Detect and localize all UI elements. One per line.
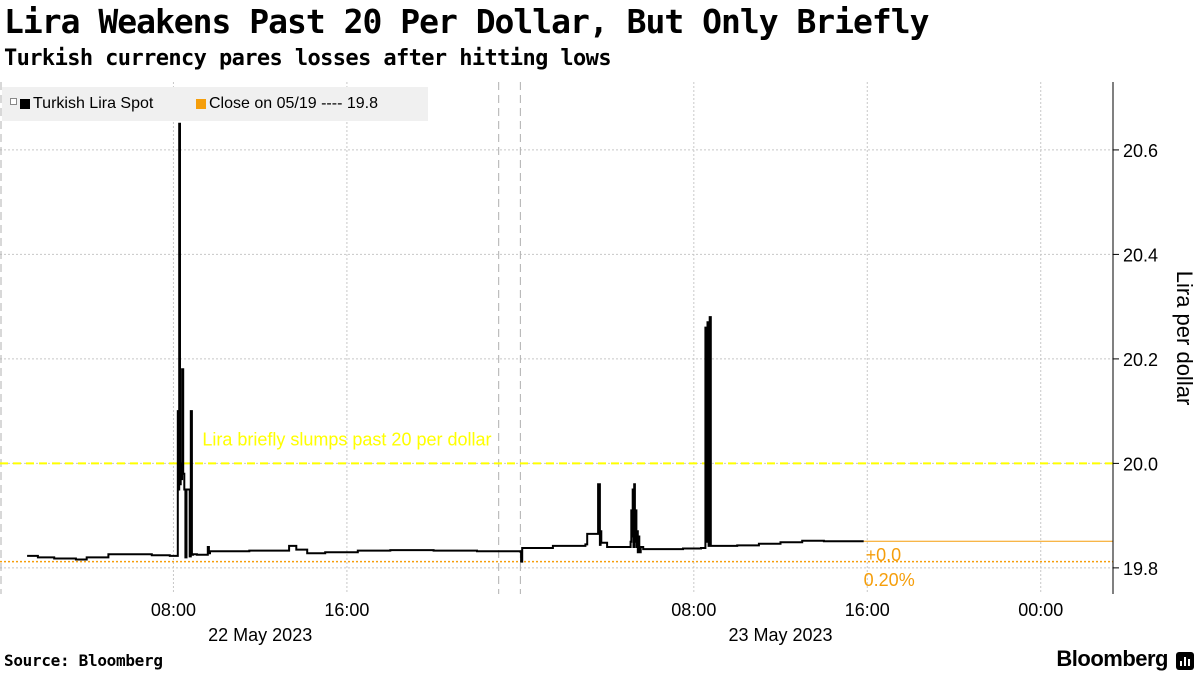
x-date-label: 23 May 2023: [729, 625, 833, 645]
legend-series-label: Turkish Lira Spot: [33, 95, 154, 112]
series-line-turkish-lira-spot: [27, 122, 864, 563]
series-layer: [27, 122, 864, 563]
x-tick-label: 16:00: [324, 600, 369, 620]
legend-close-label: Close on 05/19 ---- 19.8: [209, 95, 378, 112]
legend-swatch-series: [20, 99, 30, 109]
x-tick-label: 08:00: [671, 600, 716, 620]
brand-logo-text: Bloomberg: [1056, 646, 1168, 671]
annotation-slump: Lira briefly slumps past 20 per dollar: [202, 430, 491, 450]
y-tick-label: 19.8: [1123, 559, 1158, 579]
y-axis-title: Lira per dollar: [1172, 271, 1197, 406]
chart-title: Lira Weakens Past 20 Per Dollar, But Onl…: [4, 2, 930, 41]
gridlines: [0, 82, 1113, 594]
chart-subtitle: Turkish currency pares losses after hitt…: [4, 46, 612, 71]
legend-item-close[interactable]: Close on 05/19 ---- 19.8: [196, 95, 378, 113]
source-note: Source: Bloomberg: [4, 651, 163, 670]
change-label: +0.0: [866, 545, 902, 565]
pct-change-label: 0.20%: [864, 570, 915, 590]
y-tick-label: 20.0: [1123, 454, 1158, 474]
chart-labels: +0.0 0.20% Lira briefly slumps past 20 per…: [202, 430, 914, 591]
y-tick-label: 20.4: [1123, 245, 1158, 265]
legend-handle-icon[interactable]: [10, 98, 17, 105]
x-tick-label: 16:00: [845, 600, 890, 620]
legend-swatch-close: [196, 99, 206, 109]
reference-lines: [0, 462, 1113, 563]
bloomberg-chart-icon: [1176, 652, 1194, 670]
x-date-label: 22 May 2023: [208, 625, 312, 645]
x-tick-label: 08:00: [151, 600, 196, 620]
x-tick-label: 00:00: [1018, 600, 1063, 620]
legend[interactable]: Turkish Lira Spot Close on 05/19 ---- 19…: [2, 87, 428, 121]
y-tick-label: 20.6: [1123, 141, 1158, 161]
axes: 19.8 20.0 20.2 20.4 20.6 08:00 16:00 08:00 16:00…: [151, 82, 1197, 645]
y-tick-label: 20.2: [1123, 350, 1158, 370]
legend-item-series[interactable]: Turkish Lira Spot: [20, 95, 153, 113]
